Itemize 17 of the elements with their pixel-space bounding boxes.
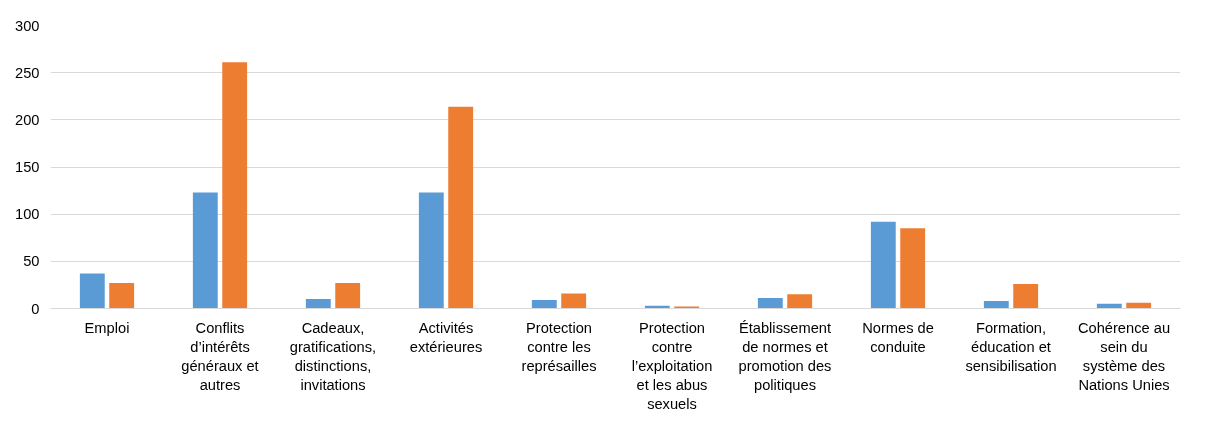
y-tick-label: 50 [23, 253, 40, 270]
x-tick-label: Activités extérieures [409, 319, 483, 355]
x-tick-label: Emploi [84, 319, 130, 336]
x-tick-label: Protection contre l’exploitation et les abus sexuels [631, 319, 713, 413]
y-tick-label: 150 [15, 159, 40, 175]
x-tick-label: Formation, éducation et sensibilisation [965, 319, 1057, 374]
x-tick-label: Normes de conduite [862, 319, 934, 355]
x-tick-label: Cohérence au sein du système des Nations Unies [1077, 319, 1171, 394]
y-tick-label: 200 [15, 111, 40, 128]
y-tick-label: 300 [15, 17, 40, 34]
x-tick-label: Conflits d’intérêts généraux et autres [181, 319, 259, 394]
x-tick-label: Établissement de normes et promotion des politiques [738, 319, 832, 394]
x-tick-label: Protection contre les représailles [521, 319, 597, 374]
x-tick-label: Cadeaux, gratifications, distinctions, invitations [289, 319, 377, 394]
y-tick-label: 0 [31, 300, 40, 317]
y-tick-label: 250 [15, 64, 40, 81]
y-tick-label: 100 [15, 206, 40, 223]
